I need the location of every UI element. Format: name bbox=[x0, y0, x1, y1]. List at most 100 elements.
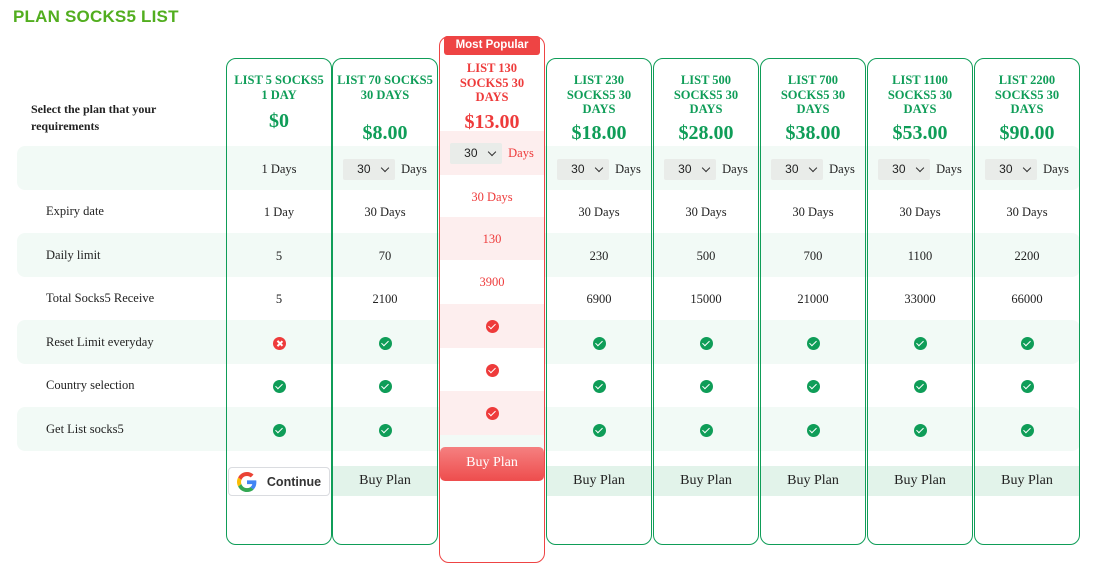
cell-country bbox=[975, 364, 1079, 408]
row-labels: Select the plan that your requirements E… bbox=[0, 0, 226, 571]
check-circle-icon bbox=[378, 336, 392, 350]
cell-daily: 700 bbox=[803, 249, 823, 263]
cell-getlist bbox=[333, 408, 437, 452]
check-circle-icon bbox=[592, 379, 606, 393]
plan-card-3: LIST 230 SOCKS5 30 DAYS $18.00 30 Days 30… bbox=[546, 58, 652, 545]
check-circle-icon bbox=[1020, 423, 1034, 437]
days-row: 30 Days bbox=[975, 147, 1079, 191]
days-select[interactable]: 30 bbox=[664, 158, 717, 180]
cell-daily: 130 bbox=[440, 217, 544, 261]
check-circle-icon bbox=[378, 379, 392, 393]
cell-daily: 2200 bbox=[1014, 249, 1040, 263]
cell-total: 6900 bbox=[586, 292, 612, 306]
days-text: 1 Days bbox=[261, 161, 297, 176]
buy-plan-button[interactable]: Buy Plan bbox=[547, 466, 651, 496]
chevron-down-icon bbox=[808, 163, 818, 172]
row-label-getlist: Get List socks5 bbox=[46, 422, 124, 436]
check-circle-icon bbox=[485, 406, 499, 420]
cell-reset bbox=[547, 321, 651, 365]
google-continue-button[interactable]: Continue bbox=[228, 467, 330, 496]
cell-total: 2100 bbox=[372, 292, 398, 306]
buy-plan-button[interactable]: Buy Plan bbox=[761, 466, 865, 496]
days-select[interactable]: 30 bbox=[878, 158, 931, 180]
cell-country bbox=[227, 364, 331, 408]
check-circle-icon bbox=[913, 336, 927, 350]
check-circle-icon bbox=[1020, 336, 1034, 350]
days-row: 30 Days bbox=[654, 147, 758, 191]
plan-name: LIST 700 SOCKS5 30 DAYS bbox=[780, 73, 846, 116]
row-band-daily-limit bbox=[17, 233, 1080, 277]
plan-card-5: LIST 700 SOCKS5 30 DAYS $38.00 30 Days 30… bbox=[760, 58, 866, 545]
plan-name: LIST 1100 SOCKS5 30 DAYS bbox=[887, 73, 953, 116]
check-circle-icon bbox=[699, 379, 713, 393]
chevron-down-icon bbox=[701, 163, 711, 172]
row-band-reset bbox=[17, 320, 1080, 364]
cell-total: 3900 bbox=[440, 260, 544, 304]
row-label-daily-limit: Daily limit bbox=[46, 248, 101, 262]
check-circle-icon bbox=[913, 379, 927, 393]
cell-total: 15000 bbox=[690, 292, 722, 306]
cell-expiry: 30 Days bbox=[685, 205, 727, 219]
plan-name: LIST 70 SOCKS5 30 DAYS bbox=[337, 73, 433, 102]
days-select-value: 30 bbox=[571, 162, 585, 176]
chevron-down-icon bbox=[487, 147, 497, 156]
cell-daily: 1100 bbox=[907, 249, 933, 263]
days-select[interactable]: 30 bbox=[343, 158, 396, 180]
days-select-value: 30 bbox=[464, 146, 478, 160]
days-select[interactable]: 30 bbox=[985, 158, 1038, 180]
cell-reset bbox=[333, 321, 437, 365]
plan-card-0: LIST 5 SOCKS5 1 DAY $0 1 Days 1 Day 5 5 Con… bbox=[226, 58, 332, 545]
cell-getlist bbox=[761, 408, 865, 452]
cell-reset bbox=[975, 321, 1079, 365]
cell-country bbox=[333, 364, 437, 408]
plan-card-4: LIST 500 SOCKS5 30 DAYS $28.00 30 Days 30… bbox=[653, 58, 759, 545]
check-circle-icon bbox=[806, 336, 820, 350]
check-circle-icon bbox=[913, 423, 927, 437]
check-circle-icon bbox=[592, 336, 606, 350]
check-circle-icon bbox=[485, 363, 499, 377]
page-title: PLAN SOCKS5 LIST bbox=[13, 7, 179, 26]
row-label-total: Total Socks5 Receive bbox=[46, 291, 155, 305]
plan-price: $53.00 bbox=[892, 122, 948, 144]
plan-price: $90.00 bbox=[999, 122, 1055, 144]
cell-country bbox=[761, 364, 865, 408]
cell-reset bbox=[761, 321, 865, 365]
days-row: 30 Days bbox=[761, 147, 865, 191]
cell-country bbox=[654, 364, 758, 408]
days-unit: Days bbox=[722, 161, 748, 176]
cell-expiry: 30 Days bbox=[899, 205, 941, 219]
chevron-down-icon bbox=[1022, 163, 1032, 172]
buy-plan-button[interactable]: Buy Plan bbox=[868, 466, 972, 496]
cell-expiry: 1 Day bbox=[263, 205, 295, 219]
check-circle-icon bbox=[699, 423, 713, 437]
days-select-value: 30 bbox=[999, 162, 1013, 176]
plan-card-2: Most Popular LIST 130 SOCKS5 30 DAYS $13.0… bbox=[439, 36, 545, 563]
cell-total: 21000 bbox=[797, 292, 829, 306]
cell-getlist bbox=[975, 408, 1079, 452]
days-row: 30 Days bbox=[333, 147, 437, 191]
buy-plan-button[interactable]: Buy Plan bbox=[333, 466, 437, 496]
cell-getlist bbox=[227, 408, 331, 452]
days-row: 30 Days bbox=[440, 131, 544, 175]
buy-plan-button[interactable]: Buy Plan bbox=[975, 466, 1079, 496]
plan-price: $38.00 bbox=[785, 122, 841, 144]
days-select[interactable]: 30 bbox=[450, 142, 503, 164]
chevron-down-icon bbox=[915, 163, 925, 172]
cell-daily: 5 bbox=[275, 249, 283, 263]
chevron-down-icon bbox=[380, 163, 390, 172]
days-select-value: 30 bbox=[892, 162, 906, 176]
cell-expiry: 30 Days bbox=[1006, 205, 1048, 219]
days-select[interactable]: 30 bbox=[771, 158, 824, 180]
cell-daily: 230 bbox=[589, 249, 609, 263]
buy-plan-button[interactable]: Buy Plan bbox=[440, 447, 544, 481]
check-circle-icon bbox=[272, 379, 286, 393]
row-label-reset: Reset Limit everyday bbox=[46, 335, 154, 349]
days-row: 30 Days bbox=[868, 147, 972, 191]
row-band-getlist bbox=[17, 407, 1080, 451]
plan-name: LIST 2200 SOCKS5 30 DAYS bbox=[994, 73, 1060, 116]
days-row: 30 Days bbox=[547, 147, 651, 191]
days-select[interactable]: 30 bbox=[557, 158, 610, 180]
plan-price: $8.00 bbox=[362, 122, 408, 144]
buy-plan-button[interactable]: Buy Plan bbox=[654, 466, 758, 496]
days-unit: Days bbox=[936, 161, 962, 176]
